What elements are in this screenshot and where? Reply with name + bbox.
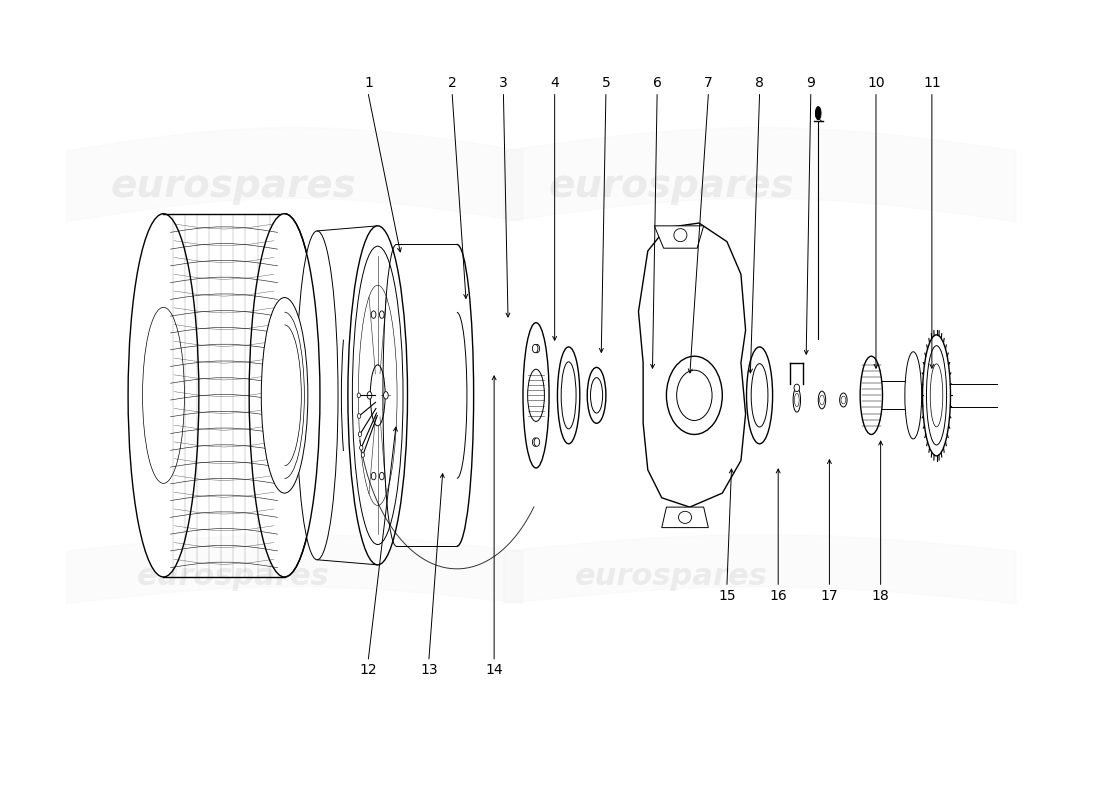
Ellipse shape — [143, 307, 185, 483]
Ellipse shape — [905, 352, 922, 439]
Text: 1: 1 — [364, 76, 373, 90]
Text: 16: 16 — [769, 589, 788, 602]
Ellipse shape — [379, 472, 384, 480]
Text: 6: 6 — [652, 76, 661, 90]
Ellipse shape — [348, 226, 407, 565]
Ellipse shape — [561, 362, 576, 429]
Polygon shape — [638, 223, 746, 507]
Ellipse shape — [372, 311, 376, 318]
Ellipse shape — [352, 246, 403, 545]
Ellipse shape — [842, 396, 846, 404]
Text: 11: 11 — [923, 76, 940, 90]
Ellipse shape — [926, 346, 947, 445]
Ellipse shape — [747, 347, 772, 444]
Text: eurospares: eurospares — [574, 562, 768, 591]
Ellipse shape — [358, 393, 361, 398]
Ellipse shape — [839, 393, 847, 407]
Ellipse shape — [379, 311, 384, 318]
Ellipse shape — [359, 432, 362, 437]
Ellipse shape — [532, 344, 538, 353]
Ellipse shape — [358, 414, 361, 418]
Ellipse shape — [372, 472, 376, 480]
Ellipse shape — [360, 446, 363, 450]
Ellipse shape — [676, 370, 712, 421]
Ellipse shape — [531, 391, 537, 399]
Text: 13: 13 — [420, 663, 438, 677]
Ellipse shape — [535, 438, 540, 446]
Text: 15: 15 — [718, 589, 736, 602]
Text: 8: 8 — [755, 76, 764, 90]
Ellipse shape — [667, 356, 723, 434]
Ellipse shape — [815, 106, 821, 120]
Ellipse shape — [751, 364, 768, 427]
Text: 18: 18 — [872, 589, 890, 602]
Polygon shape — [654, 226, 704, 248]
Ellipse shape — [591, 378, 603, 413]
Ellipse shape — [535, 344, 540, 353]
Text: 5: 5 — [602, 76, 610, 90]
Text: 4: 4 — [550, 76, 559, 90]
Polygon shape — [662, 507, 708, 527]
Ellipse shape — [522, 322, 549, 468]
Ellipse shape — [371, 365, 385, 426]
Ellipse shape — [793, 388, 801, 412]
Ellipse shape — [558, 347, 580, 444]
Ellipse shape — [296, 231, 338, 560]
Ellipse shape — [367, 392, 372, 399]
Ellipse shape — [532, 438, 538, 446]
Ellipse shape — [794, 384, 800, 392]
Ellipse shape — [528, 370, 544, 422]
Ellipse shape — [674, 229, 686, 242]
Text: 3: 3 — [499, 76, 508, 90]
Text: eurospares: eurospares — [138, 562, 330, 591]
Text: 9: 9 — [806, 76, 815, 90]
Text: eurospares: eurospares — [110, 166, 356, 205]
Ellipse shape — [361, 453, 364, 458]
Ellipse shape — [818, 391, 826, 409]
Ellipse shape — [820, 395, 824, 405]
Ellipse shape — [262, 298, 308, 493]
Ellipse shape — [535, 391, 540, 399]
Text: 14: 14 — [485, 663, 503, 677]
Text: 12: 12 — [360, 663, 377, 677]
Ellipse shape — [931, 364, 943, 427]
Ellipse shape — [679, 511, 692, 523]
Text: 2: 2 — [448, 76, 456, 90]
Ellipse shape — [128, 214, 199, 577]
Ellipse shape — [794, 394, 799, 406]
Ellipse shape — [250, 214, 320, 577]
Ellipse shape — [384, 392, 388, 399]
Text: eurospares: eurospares — [548, 166, 794, 205]
Ellipse shape — [860, 356, 882, 434]
Text: 7: 7 — [704, 76, 713, 90]
Text: 17: 17 — [821, 589, 838, 602]
Ellipse shape — [923, 335, 950, 456]
Ellipse shape — [587, 367, 606, 423]
Text: 10: 10 — [867, 76, 884, 90]
